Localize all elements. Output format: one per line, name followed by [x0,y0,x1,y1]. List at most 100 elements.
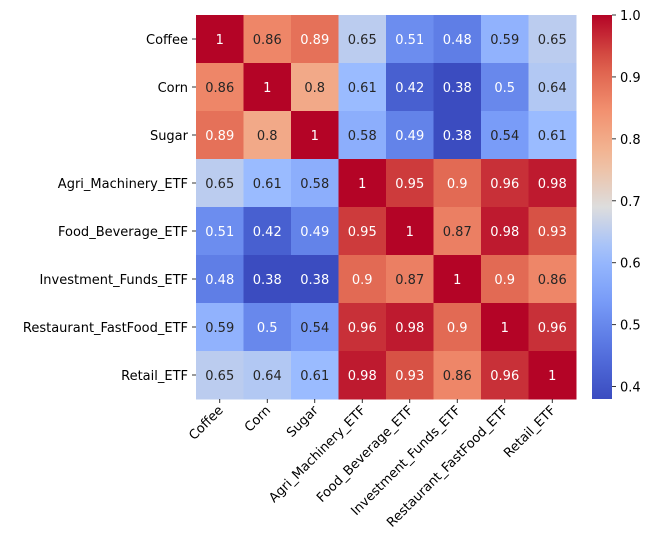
cell-value-label: 0.42 [395,81,424,96]
heatmap-cell [481,351,529,400]
cell-value-label: 0.59 [205,321,234,336]
heatmap-cell [433,303,482,352]
heatmap-cell [196,111,244,160]
cell-value-label: 1 [311,129,319,144]
heatmap-cell [433,159,482,208]
heatmap-cell [291,63,339,112]
heatmap-cell [243,15,292,64]
cell-value-label: 0.38 [443,81,472,96]
y-tick-label: Corn [158,81,188,96]
cell-value-label: 0.48 [205,273,234,288]
cell-value-label: 0.65 [348,33,377,48]
heatmap-cell [196,351,244,400]
cell-value-label: 0.93 [538,225,567,240]
heatmap-cell [386,255,434,304]
cell-value-label: 0.65 [538,33,567,48]
cell-value-label: 0.65 [205,369,234,384]
cell-value-label: 0.96 [490,369,519,384]
heatmap-cell [433,63,482,112]
heatmap-cell [243,207,292,256]
heatmap-cell-labels: 1 0.86 0.89 0.65 0.51 0.48 0.59 0.650.86 1 0.8 0.6… [205,33,566,384]
cell-value-label: 1 [358,177,366,192]
cell-value-label: 0.96 [490,177,519,192]
heatmap-cell [386,351,434,400]
heatmap-cell [291,207,339,256]
heatmap-cell [433,111,482,160]
colorbar-tick-label: 1.0 [620,9,641,24]
heatmap-cell [196,303,244,352]
cell-value-label: 0.87 [395,273,424,288]
heatmap-cell [433,255,482,304]
cell-value-label: 0.38 [300,273,329,288]
heatmap-cell [481,63,529,112]
cell-value-label: 0.98 [538,177,567,192]
cell-value-label: 0.98 [348,369,377,384]
heatmap-cell [528,159,577,208]
heatmap-cell [433,15,482,64]
heatmap-cell [243,63,292,112]
cell-value-label: 0.9 [352,273,373,288]
heatmap-cell [338,303,387,352]
y-tick-label: Investment_Funds_ETF [39,273,188,288]
cell-value-label: 0.61 [253,177,282,192]
cell-value-label: 0.8 [257,129,278,144]
cell-value-label: 0.9 [447,177,468,192]
cell-value-label: 0.59 [490,33,519,48]
heatmap-cell [338,159,387,208]
heatmap-cell [433,207,482,256]
cell-value-label: 1 [263,81,271,96]
cell-value-label: 0.65 [205,177,234,192]
heatmap-cell [386,15,434,64]
colorbar-gradient [592,15,612,399]
heatmap-cell [291,111,339,160]
cell-value-label: 1 [501,321,509,336]
cell-value-label: 1 [548,369,556,384]
heatmap-cell [243,351,292,400]
heatmap-cell [196,15,244,64]
y-tick-label: Retail_ETF [121,369,188,384]
x-axis-ticks: Coffee Corn SugarAgri_Machinery_ETFFood_Be… [186,399,559,531]
heatmap-cell [196,63,244,112]
heatmap-cell [338,351,387,400]
heatmap-cell [528,303,577,352]
x-tick-label: Coffee [186,403,226,443]
cell-value-label: 0.86 [443,369,472,384]
x-tick-label: Corn [242,403,274,435]
heatmap-cell [528,351,577,400]
heatmap-cell [196,207,244,256]
heatmap-cell [196,255,244,304]
heatmap-cell [386,63,434,112]
cell-value-label: 0.89 [300,33,329,48]
cell-value-label: 0.9 [447,321,468,336]
cell-value-label: 0.98 [490,225,519,240]
cell-value-label: 0.48 [443,33,472,48]
y-tick-label: Restaurant_FastFood_ETF [23,321,188,336]
heatmap-cell [291,303,339,352]
heatmap-cell [243,255,292,304]
colorbar-tick-label: 0.5 [620,319,641,334]
cell-value-label: 0.93 [395,369,424,384]
heatmap-cell [386,159,434,208]
cell-value-label: 0.51 [395,33,424,48]
cell-value-label: 0.64 [538,81,567,96]
heatmap-cell [196,159,244,208]
heatmap-cell [528,111,577,160]
cell-value-label: 0.5 [257,321,278,336]
cell-value-label: 0.86 [253,33,282,48]
cell-value-label: 0.98 [395,321,424,336]
cell-value-label: 0.9 [494,273,515,288]
colorbar-tick-label: 0.6 [620,257,641,272]
heatmap-cell [291,255,339,304]
cell-value-label: 0.58 [300,177,329,192]
cell-value-label: 1 [406,225,414,240]
y-tick-label: Agri_Machinery_ETF [58,177,188,192]
heatmap-cell [386,111,434,160]
heatmap-cell [243,159,292,208]
x-tick-label: Sugar [284,403,322,441]
y-tick-label: Sugar [150,129,189,144]
cell-value-label: 0.42 [253,225,282,240]
heatmap-cell [481,207,529,256]
heatmap-cell [338,15,387,64]
heatmap-cell [386,207,434,256]
